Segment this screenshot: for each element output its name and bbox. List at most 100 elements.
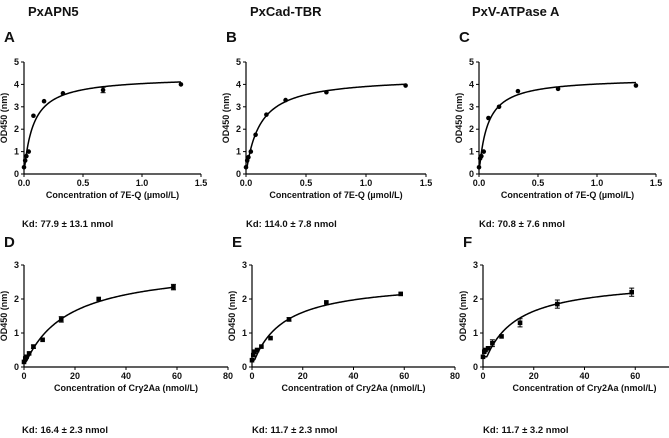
panel-e: E 0 1 2 3 0 20 40 60 80 Concentration of Cry2Aa (n… (227, 234, 460, 436)
data-point (250, 352, 256, 358)
data-point (31, 113, 36, 119)
data-point (481, 149, 487, 154)
x-tick-label: 0.5 (532, 178, 545, 188)
x-tick-label: 0.0 (18, 178, 31, 188)
fit-curve (23, 81, 181, 168)
x-tick-label: 80 (223, 371, 233, 381)
data-point (486, 115, 491, 121)
x-tick-label: 60 (399, 371, 409, 381)
y-tick-label: 3 (242, 260, 247, 270)
panel-a: A 0 1 2 3 4 5 0.0 0.5 1.0 1.5 Concentration of 7E-Q… (0, 29, 207, 230)
y-tick-label: 3 (14, 102, 19, 112)
x-tick-label: 1.5 (650, 178, 663, 188)
data-point (24, 354, 29, 360)
x-axis-label: Concentration of Cry2Aa (nmol/L) (512, 383, 656, 393)
data-point (286, 317, 292, 322)
y-tick-label: 0 (236, 169, 241, 179)
x-tick-label: 0 (480, 371, 485, 381)
x-tick-label: 0.0 (240, 178, 253, 188)
panel-letter: E (232, 234, 242, 251)
data-point (629, 289, 634, 295)
y-tick-label: 0 (242, 362, 247, 372)
y-tick-label: 2 (473, 294, 478, 304)
fit-curve (24, 286, 174, 363)
data-point (178, 82, 184, 87)
x-tick-label: 40 (579, 371, 589, 381)
y-tick-label: 4 (14, 79, 19, 89)
y-axis-label: OD450 (nm) (227, 291, 237, 342)
y-tick-label: 0 (469, 169, 474, 179)
x-tick-label: 0 (21, 371, 26, 381)
data-point (485, 346, 491, 351)
column-title-pxcad-tbr: PxCad-TBR (250, 4, 322, 19)
data-point (21, 164, 27, 170)
y-tick-label: 2 (14, 124, 19, 134)
data-point (171, 284, 176, 290)
x-tick-label: 60 (172, 371, 182, 381)
y-tick-label: 0 (14, 362, 19, 372)
y-axis-label: OD450 (nm) (0, 93, 9, 144)
data-point (496, 104, 502, 110)
data-point (21, 359, 27, 365)
panel-letter: A (4, 29, 15, 46)
data-point (633, 83, 639, 88)
data-point (58, 317, 64, 322)
data-point (31, 344, 36, 349)
y-axis-label: OD450 (nm) (221, 93, 231, 144)
y-tick-label: 2 (242, 294, 247, 304)
data-point (515, 88, 521, 94)
data-point (555, 301, 560, 307)
panel-letter: D (4, 234, 15, 251)
fit-curve (252, 293, 401, 361)
data-point (22, 158, 28, 163)
data-point (324, 300, 329, 305)
panel-c: C 0 1 2 3 4 5 0.0 0.5 1.0 1.5 Concentration of 7E-Q… (454, 29, 662, 230)
y-tick-label: 2 (236, 124, 241, 134)
data-point (398, 291, 403, 297)
kd-label: Kd: 70.8 ± 7.6 nmol (479, 219, 565, 230)
column-title-pxv-atpase-a: PxV-ATPase A (472, 4, 560, 19)
data-point (249, 357, 255, 363)
y-tick-label: 5 (236, 57, 241, 67)
data-point (483, 347, 488, 353)
x-tick-label: 20 (298, 371, 308, 381)
x-tick-label: 20 (70, 371, 80, 381)
y-tick-label: 3 (469, 102, 474, 112)
x-tick-label: 0.5 (300, 178, 313, 188)
x-tick-label: 40 (348, 371, 358, 381)
y-tick-label: 0 (473, 362, 478, 372)
y-tick-label: 1 (469, 147, 474, 157)
y-tick-label: 3 (14, 260, 19, 270)
data-point (248, 149, 254, 154)
y-tick-label: 2 (14, 294, 19, 304)
data-point (246, 154, 251, 160)
y-tick-label: 3 (473, 260, 478, 270)
y-tick-label: 1 (14, 147, 19, 157)
data-point (24, 153, 29, 159)
data-point (324, 89, 329, 95)
y-tick-label: 1 (473, 328, 478, 338)
x-axis-label: Concentration of 7E-Q (µmol/L) (501, 190, 634, 200)
data-point (26, 351, 32, 356)
x-tick-label: 1.0 (360, 178, 373, 188)
x-tick-label: 0.0 (473, 178, 486, 188)
x-tick-label: 1.5 (420, 178, 433, 188)
y-tick-label: 1 (242, 328, 247, 338)
y-tick-label: 5 (469, 57, 474, 67)
y-axis-label: OD450 (nm) (458, 291, 468, 342)
x-tick-label: 1.5 (195, 178, 208, 188)
y-tick-label: 3 (236, 102, 241, 112)
kd-label: Kd: 11.7 ± 3.2 nmol (483, 425, 568, 436)
x-tick-label: 0 (249, 371, 254, 381)
fit-curve (246, 83, 406, 169)
kd-label: Kd: 11.7 ± 2.3 nmol (252, 425, 337, 436)
data-point (100, 87, 106, 93)
data-point (490, 340, 495, 346)
y-tick-label: 5 (14, 57, 19, 67)
data-point (479, 153, 484, 159)
column-title-pxapn5: PxAPN5 (28, 4, 79, 19)
kd-label: Kd: 77.9 ± 13.1 nmol (22, 219, 113, 230)
data-point (40, 337, 45, 343)
data-point (264, 112, 269, 117)
y-tick-label: 0 (14, 169, 19, 179)
